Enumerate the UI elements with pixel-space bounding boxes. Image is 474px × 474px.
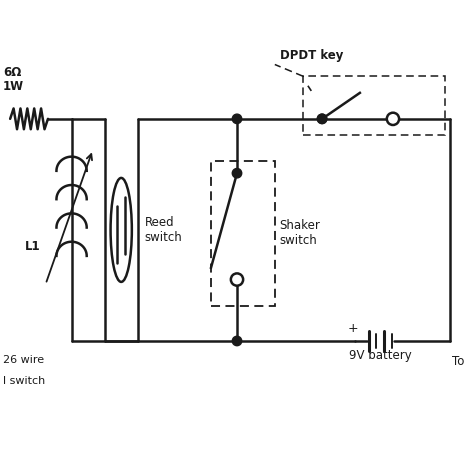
Circle shape <box>318 114 327 124</box>
Circle shape <box>232 336 242 346</box>
Text: +: + <box>347 322 358 336</box>
Circle shape <box>232 168 242 178</box>
Circle shape <box>387 113 399 125</box>
Bar <box>211 161 275 306</box>
Circle shape <box>318 114 327 124</box>
Text: L1: L1 <box>25 240 41 253</box>
Text: To: To <box>452 355 465 368</box>
Circle shape <box>232 114 242 124</box>
Text: 9V battery: 9V battery <box>349 349 412 363</box>
Text: Reed
switch: Reed switch <box>145 216 182 244</box>
Text: 26 wire: 26 wire <box>3 355 44 365</box>
Text: l switch: l switch <box>3 376 46 386</box>
Bar <box>303 76 445 136</box>
Circle shape <box>231 273 243 286</box>
Text: DPDT key: DPDT key <box>280 49 343 62</box>
Text: 6Ω
1W: 6Ω 1W <box>3 66 24 93</box>
Text: Shaker
switch: Shaker switch <box>280 219 320 247</box>
